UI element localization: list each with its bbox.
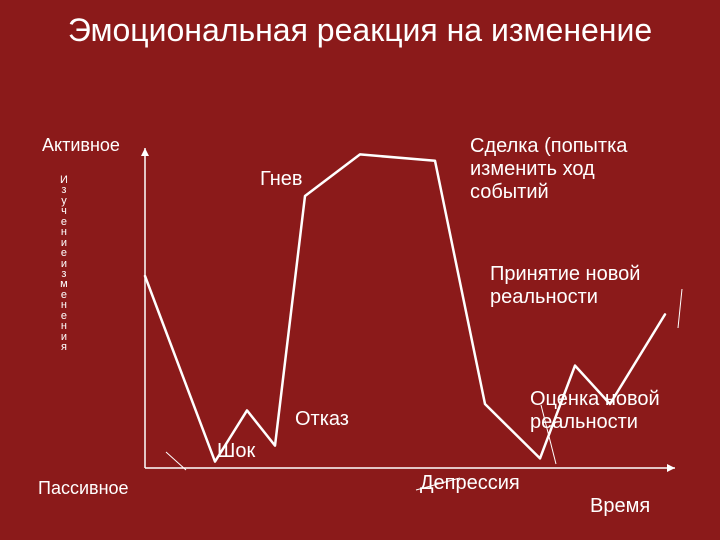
label-acceptance: Принятие новой реальности [490,263,640,309]
label-refusal: Отказ [295,408,349,431]
label-anger: Гнев [260,168,303,191]
label-vertical-axis: Изучениеизменения [60,175,68,352]
slide: Эмоциональная реакция на изменение Актив… [0,0,720,540]
label-evaluation: Оценка новой реальности [530,388,660,434]
label-time: Время [590,495,650,518]
label-active: Активное [42,135,120,156]
label-deal: Сделка (попытка изменить ход событий [470,135,627,204]
label-shock: Шок [217,440,255,463]
label-passive: Пассивное [38,478,129,499]
label-depression: Депрессия [420,472,520,495]
